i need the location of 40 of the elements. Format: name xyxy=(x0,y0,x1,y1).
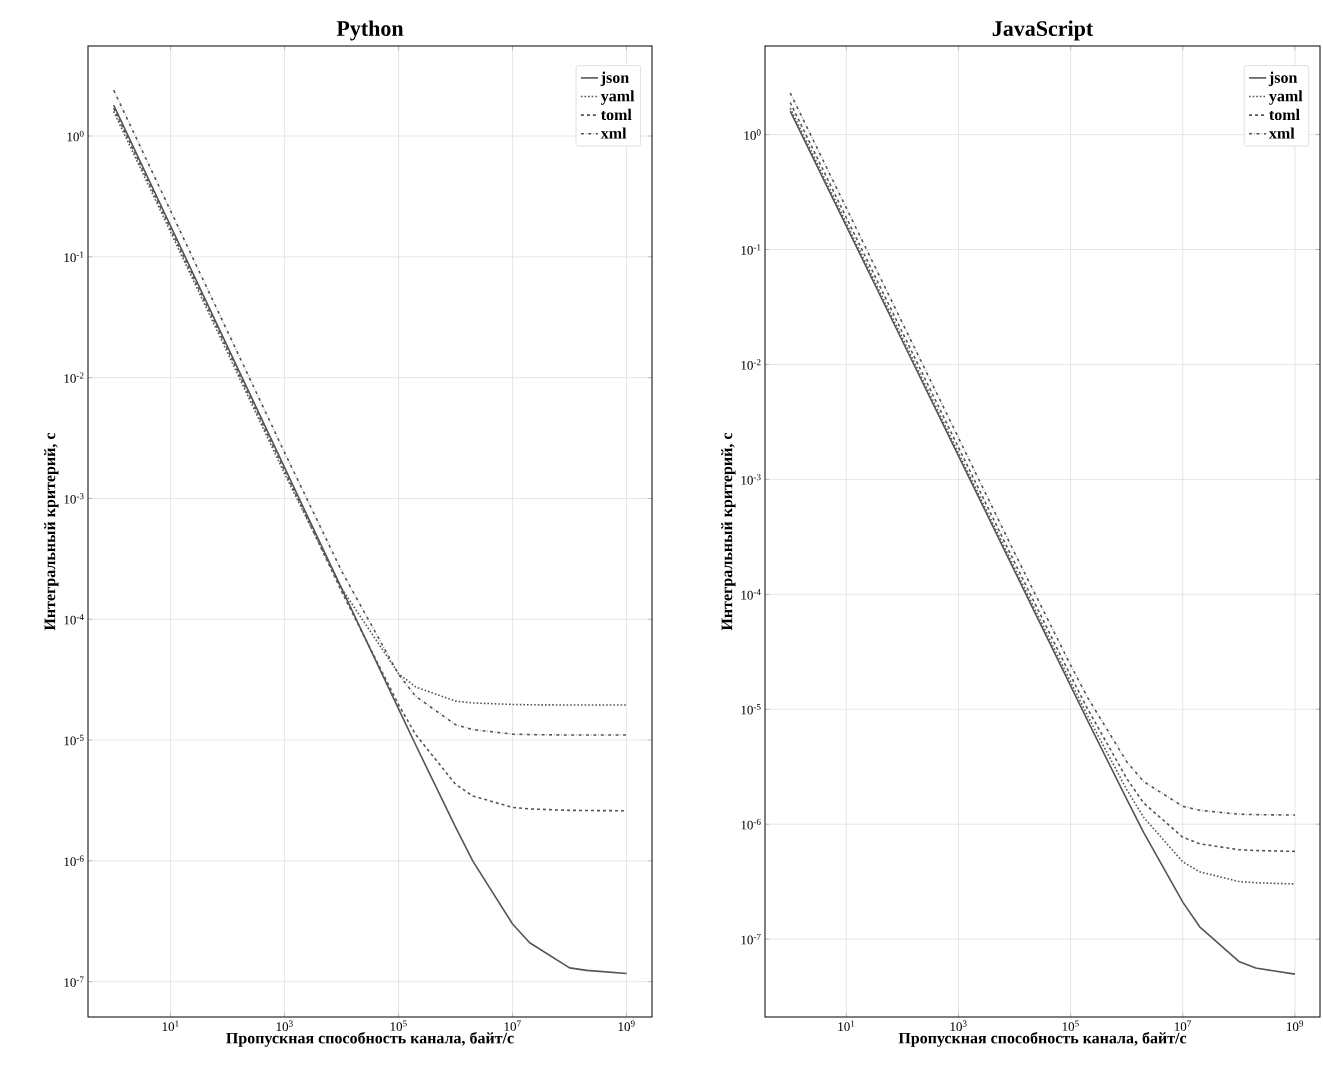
x-tick-label: 10$^{9}$ xyxy=(1287,1020,1304,1032)
x-tick-label: 10$^{1}$ xyxy=(162,1020,179,1032)
x-tick-label: 10$^{3}$ xyxy=(276,1020,293,1032)
y-tick-label: 10$^{-5}$ xyxy=(64,734,84,746)
y-tick-label: 10$^{-6}$ xyxy=(741,818,761,830)
legend-label: toml xyxy=(601,108,632,121)
legend-label: json xyxy=(1268,71,1298,87)
legend-label: yaml xyxy=(600,90,635,105)
y-tick-label: 10$^{-7}$ xyxy=(64,976,84,987)
y-tick-label: 10$^{-2}$ xyxy=(64,372,84,383)
y-axis-title: Интегральный критерий, с xyxy=(44,432,59,631)
x-tick-label: 10$^{5}$ xyxy=(390,1020,407,1031)
x-tick-label: 10$^{5}$ xyxy=(1062,1020,1079,1031)
legend-label: xml xyxy=(600,127,627,139)
y-tick-label: 10$^{-3}$ xyxy=(64,493,84,504)
y-tick-label: 10$^{-1}$ xyxy=(64,251,84,263)
y-tick-label: 10$^{-3}$ xyxy=(741,474,761,485)
x-tick-label: 10$^{7}$ xyxy=(504,1020,521,1031)
y-tick-label: 10$^{0}$ xyxy=(744,129,761,140)
legend-label: xml xyxy=(1269,127,1295,139)
x-tick-label: 10$^{1}$ xyxy=(838,1020,855,1032)
legend-label: toml xyxy=(1269,108,1300,121)
y-tick-label: 10$^{-6}$ xyxy=(64,855,84,867)
legend-label: json xyxy=(600,71,629,87)
legend-label: yaml xyxy=(1269,90,1303,105)
x-tick-label: 10$^{3}$ xyxy=(950,1020,967,1032)
y-tick-label: 10$^{-1}$ xyxy=(741,244,761,255)
y-tick-label: 10$^{-7}$ xyxy=(741,933,761,945)
y-tick-label: 10$^{-5}$ xyxy=(741,704,761,715)
y-tick-label: 10$^{0}$ xyxy=(67,130,84,142)
y-tick-label: 10$^{-4}$ xyxy=(741,589,761,600)
chart-title: Python xyxy=(336,20,404,41)
y-tick-label: 10$^{-4}$ xyxy=(64,614,84,625)
chart-title: JavaScript xyxy=(992,20,1094,41)
y-tick-label: 10$^{-2}$ xyxy=(741,359,761,370)
x-axis-title: Пропускная способность канала, байт/с xyxy=(226,1031,514,1047)
x-axis-title: Пропускная способность канала, байт/с xyxy=(898,1031,1187,1047)
y-axis-title: Интегральный критерий, с xyxy=(721,432,736,631)
x-tick-label: 10$^{9}$ xyxy=(618,1020,635,1032)
x-tick-label: 10$^{7}$ xyxy=(1174,1020,1192,1031)
